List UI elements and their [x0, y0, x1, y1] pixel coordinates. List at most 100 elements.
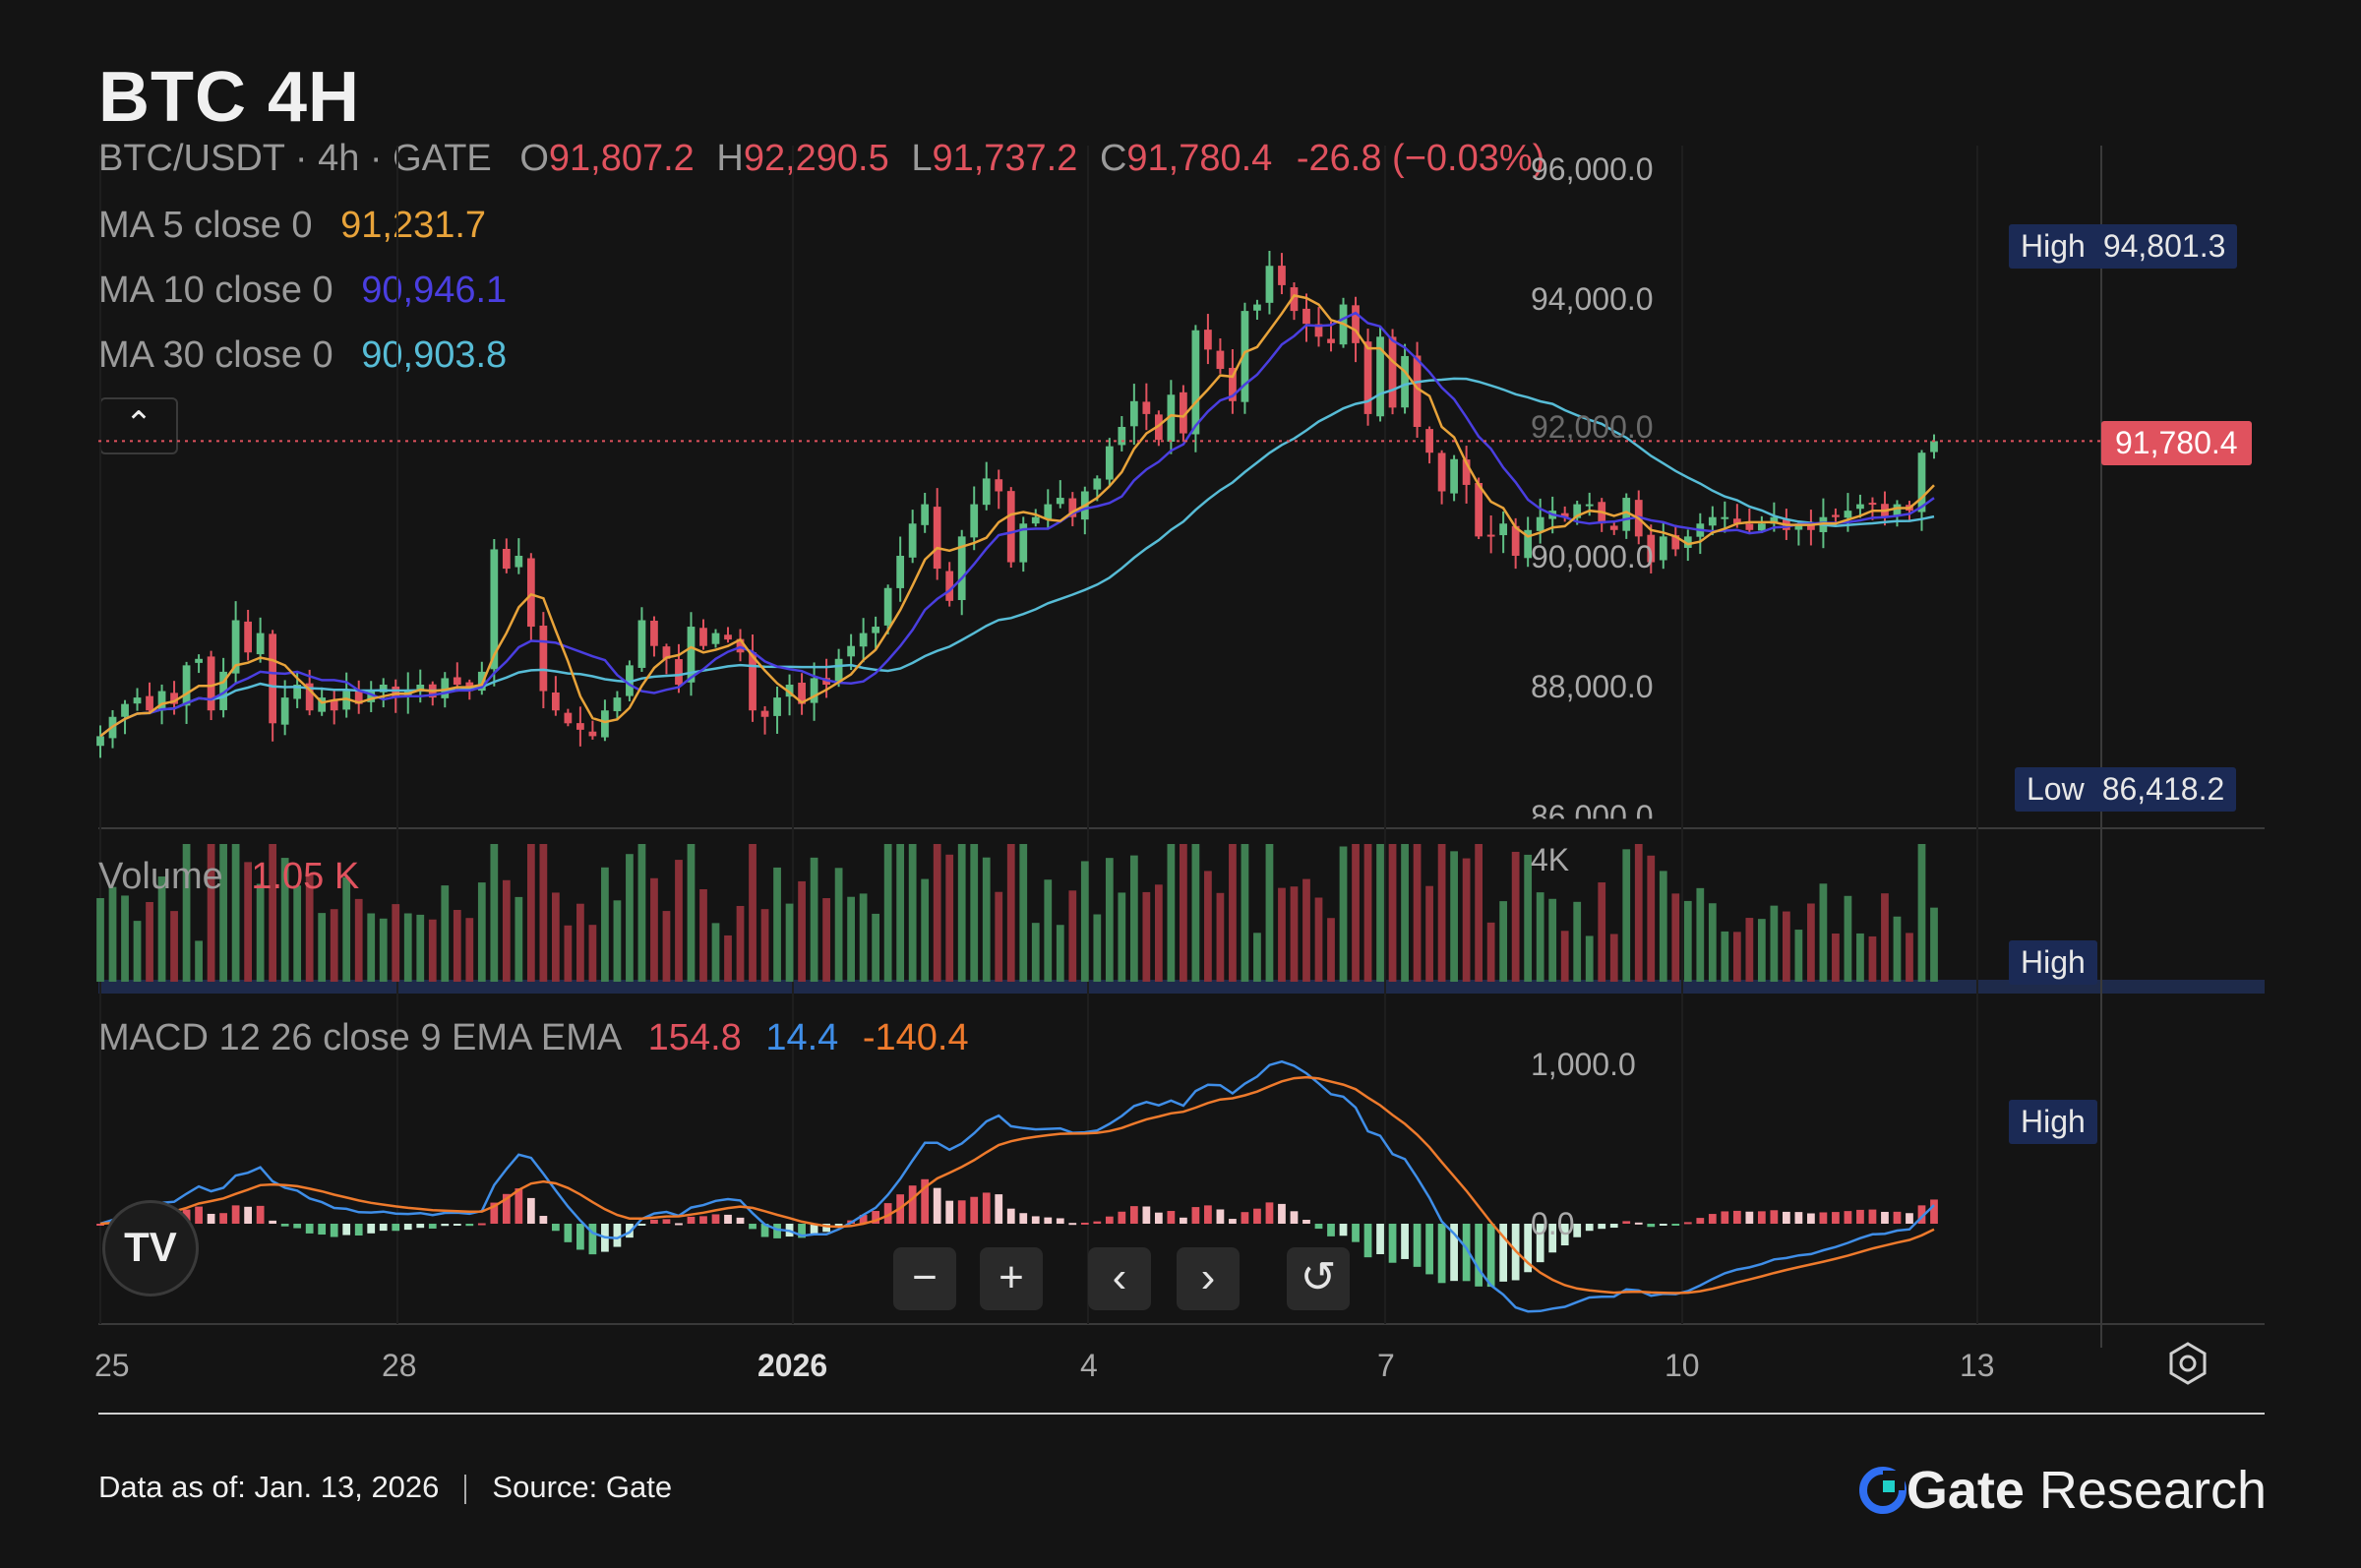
macd-hist-bar: [1462, 1224, 1471, 1282]
close-label: C: [1099, 138, 1127, 179]
volume-baseline-band: [98, 980, 2265, 994]
candle-body: [1647, 534, 1656, 563]
price-chart[interactable]: [0, 0, 2361, 1397]
zoom-in-button[interactable]: +: [980, 1247, 1043, 1310]
volume-bar: [428, 919, 437, 982]
volume-bar: [1180, 844, 1187, 982]
macd-legend[interactable]: MACD 12 26 close 9 EMA EMA 154.8 14.4 -1…: [98, 1017, 969, 1059]
zoom-out-button[interactable]: −: [893, 1247, 956, 1310]
candle-body: [1732, 518, 1741, 524]
candles: [96, 250, 1938, 758]
macd-hist-bar: [1659, 1224, 1667, 1226]
volume-bar: [1486, 922, 1495, 982]
candle-body: [687, 627, 696, 683]
macd-hist-bar: [1105, 1216, 1114, 1224]
ma5-legend[interactable]: MA 5 close 0 91,231.7: [98, 205, 486, 247]
symbol-pair[interactable]: BTC/USDT · 4h · GATE: [98, 138, 492, 179]
candle-body: [908, 523, 917, 558]
scroll-left-button[interactable]: ‹: [1088, 1247, 1151, 1310]
candle-body: [1006, 491, 1015, 563]
candle-body: [1917, 452, 1926, 513]
footer-info: Data as of: Jan. 13, 2026 Source: Gate: [98, 1470, 672, 1505]
macd-hist-bar: [859, 1215, 868, 1224]
price-axis-94000: 94,000.0: [1531, 281, 1654, 317]
macd-hist-bar: [1290, 1211, 1299, 1224]
volume-bar: [883, 844, 892, 982]
volume-bar: [1044, 879, 1053, 982]
candle-body: [207, 656, 215, 711]
macd-hist-bar: [1708, 1214, 1717, 1224]
macd-hist-bar: [1475, 1224, 1483, 1287]
candle-body: [318, 697, 327, 712]
volume-bar: [933, 844, 941, 982]
macd-hist-bar: [1819, 1212, 1828, 1224]
volume-bar: [1770, 905, 1779, 982]
macd-hist-bar: [1044, 1217, 1053, 1224]
x-tick-10: 10: [1665, 1348, 1700, 1383]
tradingview-logo-icon[interactable]: TV: [102, 1200, 199, 1297]
volume-bar: [392, 904, 400, 982]
candle-body: [1536, 516, 1544, 531]
macd-hist-bar: [933, 1187, 941, 1224]
volume-bar: [1585, 935, 1594, 982]
macd-hist-bar: [773, 1224, 781, 1238]
macd-line: [99, 1059, 1935, 1313]
volume-legend[interactable]: Volume 1.05 K: [98, 856, 359, 898]
volume-bar: [1647, 855, 1656, 982]
candle-body: [1893, 504, 1902, 517]
reset-chart-button[interactable]: ↺: [1287, 1247, 1350, 1310]
macd-hist-bar: [195, 1206, 203, 1224]
macd-hist-bar: [269, 1220, 277, 1224]
volume-bar: [1388, 844, 1397, 982]
ma30-value: 90,903.8: [361, 334, 508, 376]
volume-bar: [1807, 903, 1815, 982]
volume-bar: [1425, 885, 1433, 982]
candle-body: [1278, 266, 1286, 285]
volume-bar: [515, 896, 523, 982]
candle-body: [330, 699, 338, 711]
macd-hist-bar: [613, 1224, 622, 1247]
gate-research-logo: Gate Research: [1858, 1460, 2267, 1521]
volume-bar: [650, 877, 658, 982]
volume-bar: [1253, 933, 1261, 982]
macd-axis-1000: 1,000.0: [1531, 1047, 1636, 1082]
volume-bar: [613, 900, 622, 982]
candle-body: [995, 479, 1003, 492]
macd-hist-bar: [1794, 1212, 1803, 1224]
volume-bar: [1339, 846, 1348, 982]
candle-body: [1450, 458, 1458, 494]
macd-hist-bar: [1573, 1224, 1582, 1237]
macd-hist-bar: [1671, 1224, 1680, 1226]
macd-hist-bar: [1031, 1216, 1040, 1224]
ma5-label: MA 5 close 0: [98, 205, 313, 246]
volume-bar: [822, 898, 830, 982]
volume-bar: [847, 896, 855, 982]
macd-hist-bar: [662, 1219, 671, 1224]
volume-bar: [182, 844, 191, 982]
candle-body: [1216, 350, 1225, 370]
ma30-legend[interactable]: MA 30 close 0 90,903.8: [98, 334, 507, 377]
volume-bar: [1499, 901, 1508, 982]
candle-body: [182, 665, 191, 706]
macd-hist-bar: [1302, 1220, 1310, 1224]
candle-body: [1290, 287, 1299, 312]
price-axis-92000: 92,000.0: [1531, 409, 1654, 445]
collapse-legend-button[interactable]: ⌃: [99, 397, 178, 454]
volume-bar: [1129, 855, 1138, 982]
volume-bar: [1265, 844, 1274, 982]
candle-body: [1376, 336, 1384, 417]
candle-body: [736, 638, 745, 653]
scroll-right-button[interactable]: ›: [1177, 1247, 1240, 1310]
macd-hist-bar: [1486, 1224, 1495, 1288]
candle-body: [847, 645, 855, 657]
volume-bar: [1683, 900, 1692, 982]
macd-hist-bar: [1142, 1206, 1151, 1224]
candle-body: [539, 626, 548, 692]
ma10-legend[interactable]: MA 10 close 0 90,946.1: [98, 270, 507, 312]
settings-icon[interactable]: [2164, 1340, 2211, 1387]
candle-body: [1659, 536, 1667, 561]
ma30-label: MA 30 close 0: [98, 334, 333, 376]
candle-body: [564, 712, 573, 724]
candle-body: [392, 686, 400, 698]
volume-bar: [724, 935, 732, 982]
